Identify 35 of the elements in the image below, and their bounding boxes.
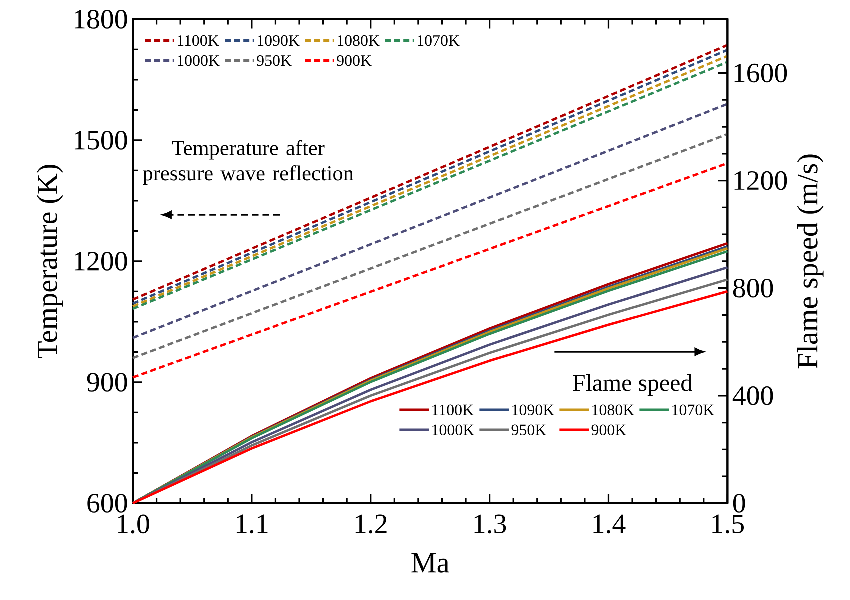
annotation: Temperature after pressure wave reflection [143,140,354,186]
y-axis-title: Temperature (K) [36,165,64,358]
legend-label: 950K [512,424,547,436]
y2-tick-label: 1600 [734,64,788,83]
annotation: Flame speed [573,374,692,396]
legend-label: 900K [592,424,627,436]
y2-tick-label: 0 [733,494,746,513]
y-tick-label: 900 [87,373,128,392]
legend-label: 1080K [338,35,380,46]
legend-label: 1000K [178,55,220,66]
y-tick-label: 1800 [74,10,128,29]
y2-tick-label: 800 [733,278,774,298]
legend-label: 1070K [418,35,460,46]
x-tick-label: 1.0 [118,514,150,534]
y-tick-label: 1200 [74,252,128,271]
y-tick-label: 1500 [74,131,128,150]
legend-label: 1000K [432,424,474,436]
legend-label: 1090K [258,35,300,46]
y-tick-label: 600 [88,494,128,513]
x-tick-label: 1.3 [474,514,506,534]
y2-tick-label: 400 [732,386,774,406]
legend-label: 950K [257,55,292,66]
y2-axis-title: Flame speed (m/s) [797,154,824,369]
x-tick-label: 1.1 [236,514,268,534]
x-tick-label: 1.2 [356,514,387,534]
legend-label: 1100K [432,404,474,416]
x-tick-label: 1.5 [712,514,744,534]
x-axis-title: Ma [412,553,450,573]
legend-label: 900K [337,55,372,66]
legend-label: 1080K [592,404,634,416]
x-tick-label: 1.4 [594,514,626,534]
legend-label: 1090K [512,404,554,416]
legend-label: 1070K [672,404,714,416]
y2-tick-label: 1200 [734,171,788,190]
legend-label: 1100K [178,35,220,46]
